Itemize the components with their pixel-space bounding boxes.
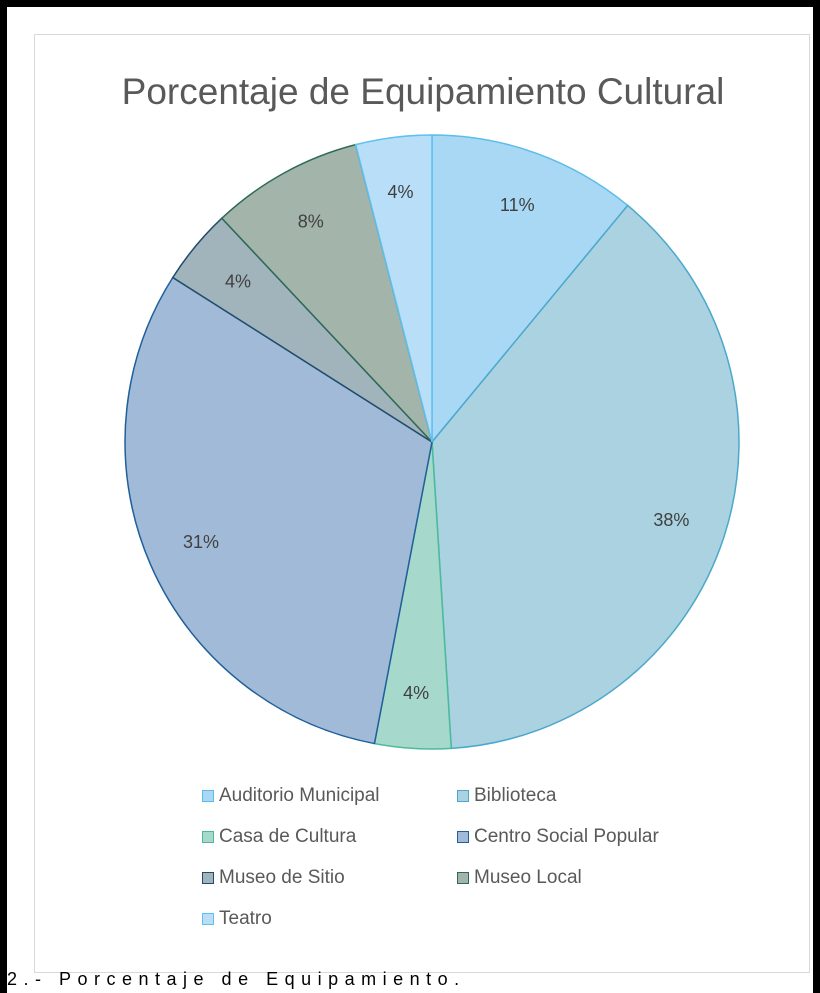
legend-swatch [457,872,469,884]
pie-slice-teatro [354,134,433,443]
legend-swatch [202,913,214,925]
data-label-auditorio-municipal: 11% [500,195,535,215]
data-label-teatro: 4% [387,182,413,202]
pie-chart: 11% 38% 4% 31% 4% 8% 4% [124,134,740,750]
legend-label: Casa de Cultura [219,826,357,847]
data-label-museo-local: 8% [298,211,324,231]
legend-label: Museo Local [474,867,582,888]
data-label-centro-social-popular: 31% [183,532,219,552]
legend-label: Centro Social Popular [474,826,659,847]
legend-swatch [202,831,214,843]
legend-swatch [457,831,469,843]
data-label-museo-de-sitio: 4% [225,272,251,292]
legend-item-auditorio-municipal: Auditorio Municipal [202,785,380,807]
legend-label: Biblioteca [474,785,557,806]
legend-label: Auditorio Municipal [219,785,380,806]
figure-caption: 2.- Porcentaje de Equipamiento. [7,969,466,989]
legend-swatch [202,872,214,884]
pie-slice-museo-local [220,143,433,443]
chart-area: Porcentaje de Equipamiento Cultural 11% 3… [34,34,810,973]
legend-item-biblioteca: Biblioteca [457,785,556,807]
legend-item-museo-local: Museo Local [457,867,582,889]
legend-label: Museo de Sitio [219,867,345,888]
chart-title: Porcentaje de Equipamiento Cultural [121,71,725,112]
pie-slice-auditorio-municipal [431,134,629,445]
pie-slice-biblioteca [431,204,740,750]
legend-label: Teatro [219,908,272,929]
data-label-casa-de-cultura: 4% [403,683,429,703]
legend-swatch [457,790,469,802]
legend-item-museo-de-sitio: Museo de Sitio [202,867,345,889]
data-label-biblioteca: 38% [653,510,689,530]
legend-item-teatro: Teatro [202,908,272,930]
legend-swatch [202,790,214,802]
legend-item-casa-de-cultura: Casa de Cultura [202,826,356,848]
legend-item-centro-social-popular: Centro Social Popular [457,826,659,848]
